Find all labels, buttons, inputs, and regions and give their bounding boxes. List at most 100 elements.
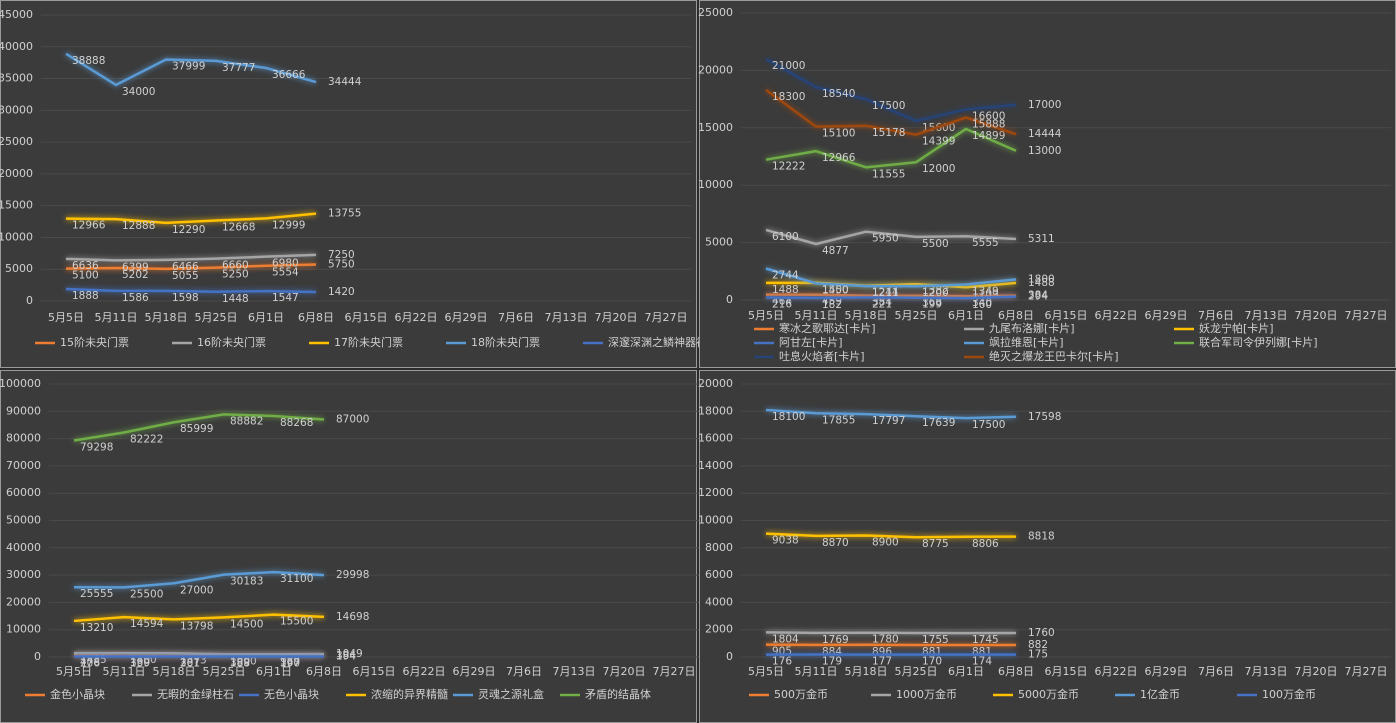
y-tick-label: 20000	[698, 63, 733, 76]
y-tick-label: 0	[726, 293, 733, 306]
x-tick-label: 5月5日	[48, 311, 84, 324]
data-label: 85999	[180, 423, 213, 435]
data-label: 7250	[328, 249, 355, 261]
data-label: 5554	[272, 267, 299, 279]
legend-label: 500万金币	[774, 687, 828, 701]
x-tick-label: 6月8日	[298, 311, 334, 324]
x-tick-label: 5月11日	[95, 311, 138, 324]
data-label: 194	[336, 650, 356, 662]
series-line	[765, 295, 1017, 300]
data-label: 6466	[172, 261, 199, 273]
data-label: 4877	[822, 245, 849, 257]
y-tick-label: 15000	[0, 199, 33, 212]
x-tick-label: 5月25日	[895, 665, 938, 678]
x-tick-label: 7月20日	[595, 311, 638, 324]
data-label: 384	[872, 297, 892, 309]
data-label: 5500	[922, 238, 949, 250]
data-label: 1450	[822, 284, 849, 296]
x-tick-label: 6月29日	[1145, 309, 1188, 322]
data-label: 201	[180, 657, 200, 669]
legend-label: 无色小晶块	[264, 687, 319, 701]
data-label: 16600	[972, 110, 1005, 122]
legend-label: 联合军司令伊列娜[卡片]	[1199, 335, 1318, 349]
x-tick-label: 6月22日	[1095, 309, 1138, 322]
y-tick-label: 4000	[705, 595, 733, 608]
legend-label: 1亿金币	[1140, 687, 1180, 701]
data-label: 17639	[922, 417, 955, 429]
legend-label: 18阶未央门票	[471, 335, 540, 349]
data-label: 367	[280, 657, 300, 669]
y-tick-label: 25000	[698, 6, 733, 19]
data-label: 14594	[130, 618, 164, 630]
x-tick-label: 6月15日	[1045, 665, 1088, 678]
data-label: 13000	[1028, 145, 1061, 157]
x-tick-label: 6月15日	[345, 311, 388, 324]
data-label: 179	[822, 656, 842, 668]
data-label: 199	[922, 299, 942, 311]
legend-label: 100万金币	[1262, 687, 1316, 701]
data-label: 30183	[230, 576, 263, 588]
x-tick-label: 5月18日	[145, 311, 188, 324]
data-label: 1586	[122, 292, 149, 304]
data-label: 15888	[972, 119, 1005, 131]
legend-label: 浓缩的异界精髓	[371, 687, 448, 701]
legend-label: 16阶未央门票	[197, 335, 266, 349]
x-tick-label: 5月5日	[56, 665, 92, 678]
data-label: 6100	[772, 231, 799, 243]
legend-label: 1000万金币	[896, 687, 957, 701]
chart-panel: 0 2000 4000 6000 8000 10000 12000 14000 16000 180…	[698, 370, 1396, 723]
y-tick-label: 60000	[6, 486, 41, 499]
y-tick-label: 0	[34, 650, 41, 663]
x-tick-label: 7月13日	[553, 665, 596, 678]
x-tick-label: 6月29日	[445, 311, 488, 324]
series-line	[765, 88, 1017, 136]
chart-panel: 0 5000 10000 15000 20000 25000 5月5日 5月11日 5月18日 5…	[698, 0, 1396, 368]
series-line	[73, 651, 325, 656]
series-line	[65, 263, 317, 271]
data-label: 88882	[230, 415, 263, 427]
y-tick-label: 80000	[6, 432, 41, 445]
data-label: 15500	[280, 616, 313, 628]
x-tick-label: 7月13日	[1245, 309, 1288, 322]
y-tick-label: 15000	[698, 121, 733, 134]
x-tick-label: 7月20日	[603, 665, 646, 678]
data-label: 1745	[972, 634, 999, 646]
y-tick-label: 12000	[698, 486, 733, 499]
series-line	[65, 212, 317, 225]
series-line	[73, 413, 325, 442]
data-label: 387	[180, 657, 200, 669]
data-label: 8806	[972, 538, 999, 550]
y-tick-label: 5000	[705, 236, 733, 249]
x-tick-label: 5月18日	[153, 665, 196, 678]
y-tick-label: 8000	[705, 541, 733, 554]
x-tick-label: 5月25日	[203, 665, 246, 678]
data-label: 31100	[280, 573, 313, 585]
legend-label: 九尾布洛娜[卡片]	[989, 321, 1075, 335]
legend-label: 妖龙宁帕[卡片]	[1199, 321, 1274, 335]
data-label: 17000	[1028, 99, 1061, 111]
series-line	[765, 532, 1017, 539]
data-label: 1211	[872, 287, 899, 299]
series-line	[765, 267, 1017, 288]
x-tick-label: 7月27日	[653, 665, 696, 678]
data-label: 29998	[336, 569, 369, 581]
y-tick-label: 10000	[698, 514, 733, 527]
legend-label: 5000万金币	[1018, 687, 1079, 701]
legend-label: 17阶未央门票	[334, 335, 403, 349]
data-label: 384	[336, 650, 356, 662]
data-label: 15100	[822, 128, 855, 140]
x-tick-label: 7月6日	[506, 665, 542, 678]
y-tick-label: 2000	[705, 623, 733, 636]
data-label: 182	[822, 299, 842, 311]
data-label: 87000	[336, 413, 369, 425]
data-label: 1547	[272, 292, 299, 304]
y-tick-label: 40000	[6, 541, 41, 554]
x-tick-label: 6月8日	[998, 665, 1034, 678]
y-tick-label: 10000	[698, 178, 733, 191]
data-label: 12999	[272, 219, 305, 231]
data-label: 79298	[80, 442, 113, 454]
data-label: 5750	[328, 258, 355, 270]
data-label: 478	[80, 657, 100, 669]
y-tick-label: 40000	[0, 40, 33, 53]
x-tick-label: 7月27日	[1345, 309, 1388, 322]
